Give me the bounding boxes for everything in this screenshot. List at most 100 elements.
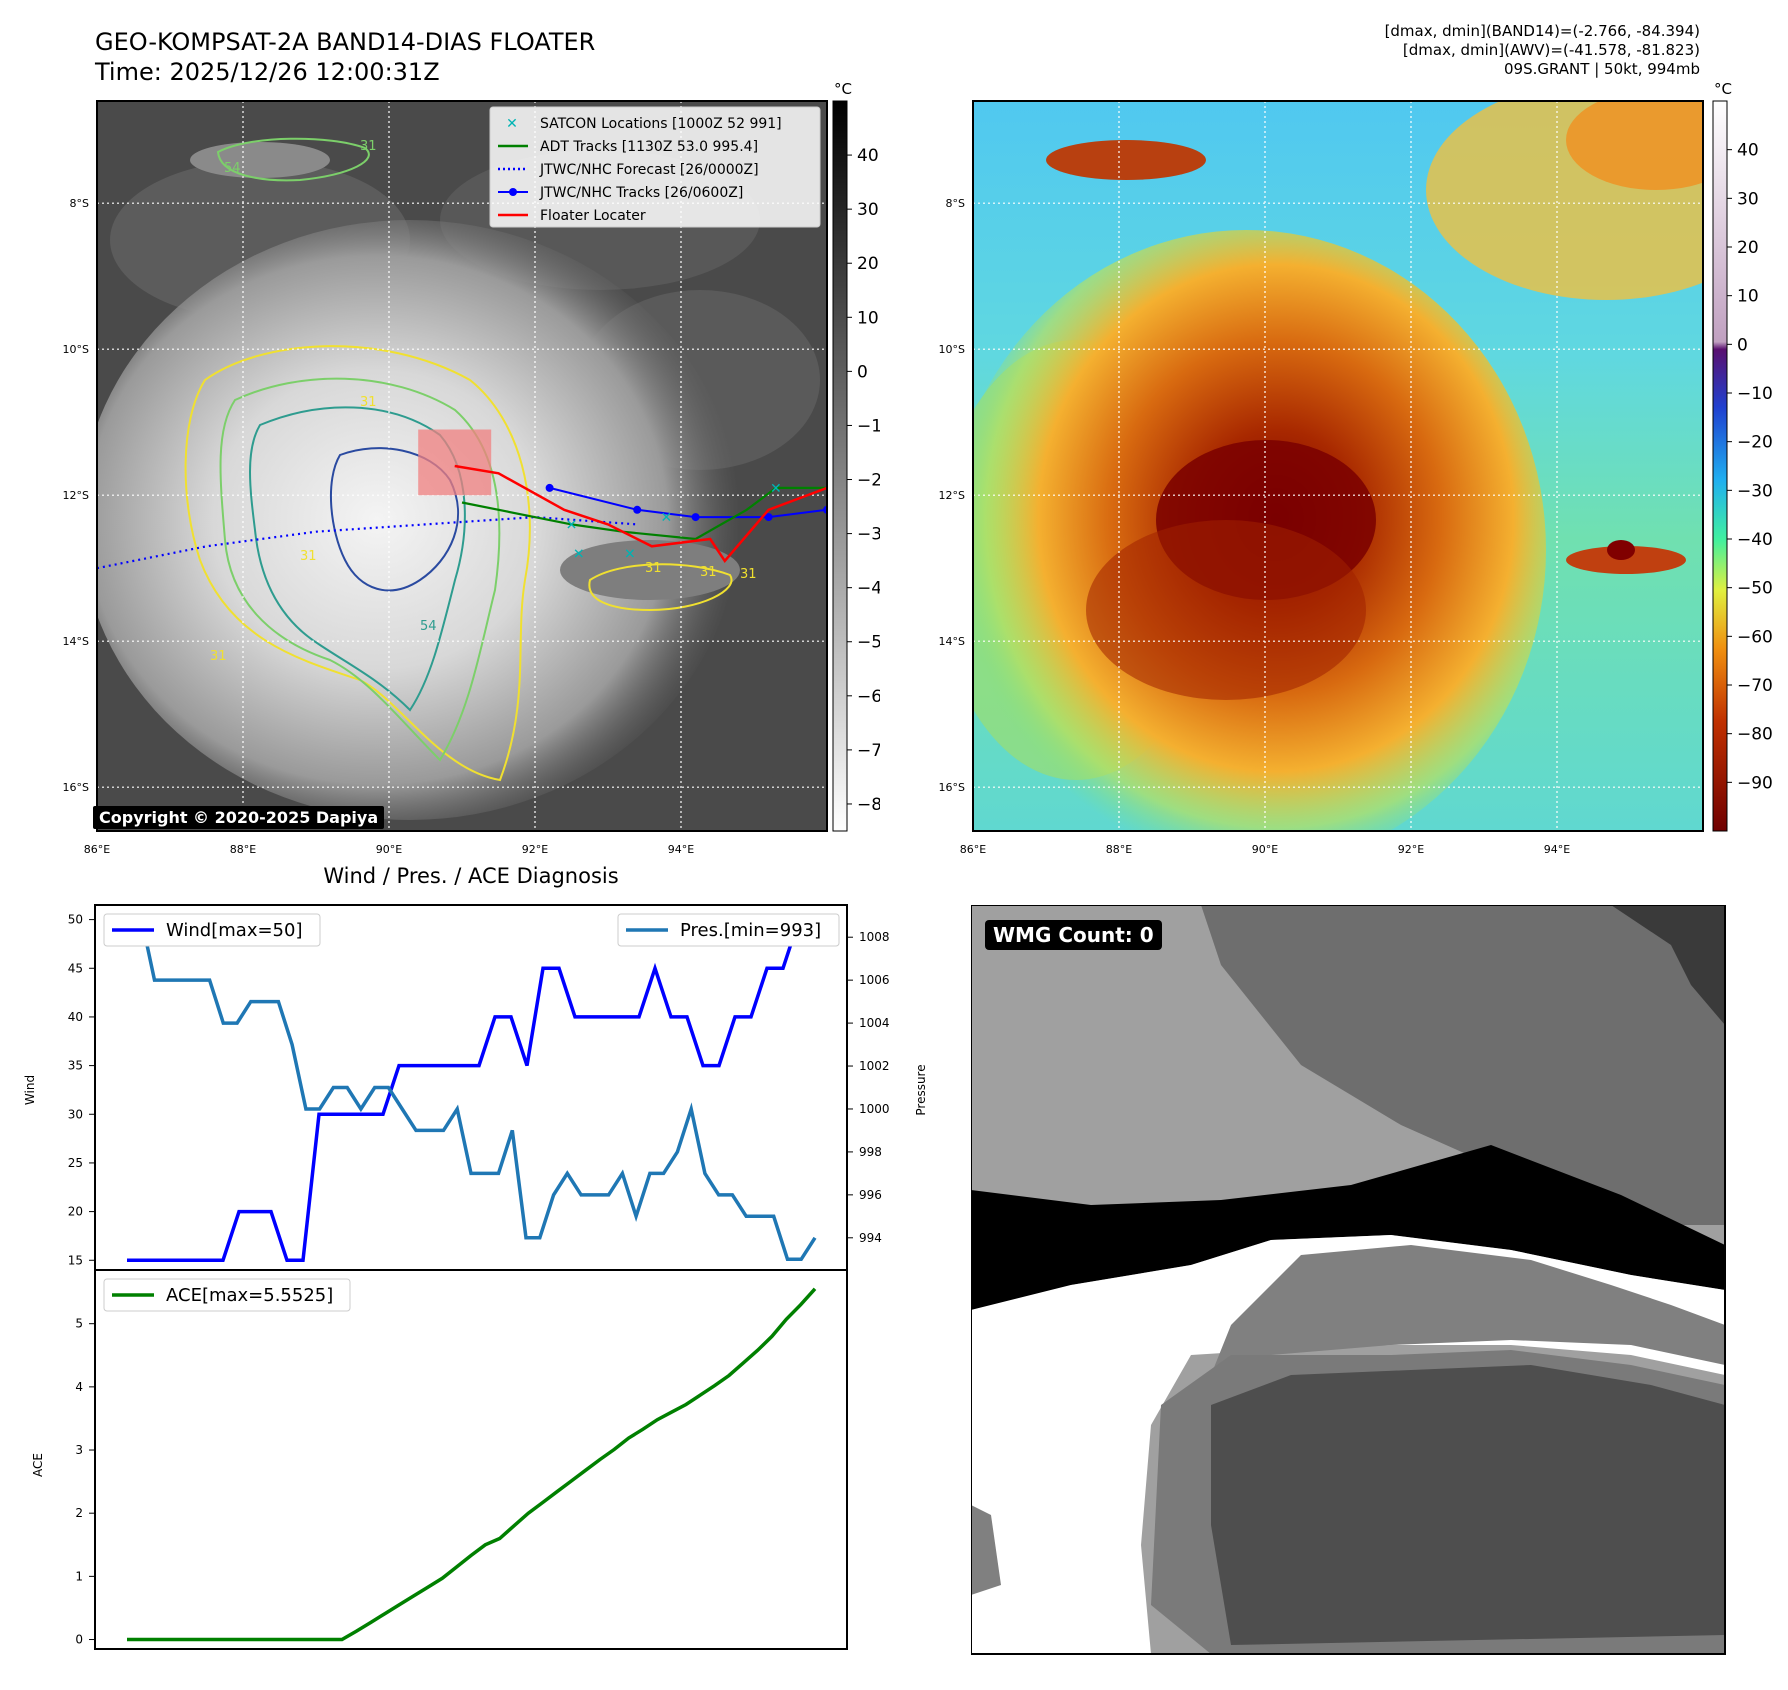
title-line1: GEO-KOMPSAT-2A BAND14-DIAS FLOATER (95, 28, 596, 56)
info-storm: 09S.GRANT | 50kt, 994mb (1503, 60, 1700, 78)
info-band14: [dmax, dmin](BAND14)=(-2.766, -84.394) (1384, 22, 1700, 40)
pressure-tick-label: 1008 (859, 930, 890, 944)
colorbar-tick-label: 0 (1737, 335, 1748, 355)
contour-label: 31 (360, 139, 377, 154)
info-block: [dmax, dmin](BAND14)=(-2.766, -84.394) [… (1100, 22, 1700, 79)
diagnosis-title: Wind / Pres. / ACE Diagnosis (323, 864, 619, 888)
contour-label: 31 (740, 567, 757, 582)
wind-tick-label: 45 (68, 961, 83, 975)
pressure-legend-label: Pres.[min=993] (680, 920, 821, 941)
left-map-lat-label: 10°S (63, 343, 89, 356)
svg-text:✕: ✕ (506, 116, 518, 132)
colorbar-tick-label: −50 (1737, 579, 1773, 599)
ace-tick-label: 5 (75, 1317, 83, 1331)
colorbar-tick-label: 10 (857, 308, 879, 328)
colorbar-tick-label: 10 (1737, 287, 1759, 307)
awv-map: 8°S10°S12°S14°S16°S86°E 88°E 90°E 92°E 94°E … (939, 80, 1773, 856)
title-line2: Time: 2025/12/26 12:00:31Z (95, 58, 440, 86)
pressure-tick-label: 1000 (859, 1102, 890, 1116)
colorbar-unit: °C (1714, 80, 1732, 98)
pressure-tick-label: 994 (859, 1231, 882, 1245)
pressure-axis-label: Pressure (914, 1064, 928, 1115)
ace-tick-label: 1 (75, 1569, 83, 1583)
left-map-lat-label: 8°S (70, 197, 89, 210)
ace-legend: ACE[max=5.5525] (103, 1278, 351, 1312)
satcon-point: ✕ (624, 547, 636, 563)
wind-tick-label: 40 (68, 1010, 83, 1024)
colorbar-tick-label: −20 (857, 471, 880, 491)
colorbar-tick-label: −10 (857, 416, 880, 436)
colorbar-unit: °C (834, 80, 852, 98)
wind-axis-label: Wind (23, 1075, 37, 1105)
right-map-lat-label: 10°S (939, 343, 965, 356)
colorbar-tick-label: −90 (1737, 773, 1773, 793)
floater-track (454, 464, 827, 563)
wind-legend: Wind[max=50] (103, 913, 321, 947)
colorbar-tick-label: −40 (857, 579, 880, 599)
jtwc-track-point (764, 513, 773, 522)
colorbar-tick-label: 30 (1737, 189, 1759, 209)
colorbar-tick-label: −30 (1737, 481, 1773, 501)
legend-floater: Floater Locater (540, 208, 646, 224)
wind-series-line (127, 917, 815, 1263)
satcon-point: ✕ (573, 547, 585, 563)
ace-tick-label: 0 (75, 1633, 83, 1647)
ace-series-line (127, 1287, 817, 1642)
colorbar-tick-label: 40 (857, 146, 879, 166)
colorbar-tick-label: −60 (857, 687, 880, 707)
pressure-tick-label: 1002 (859, 1059, 890, 1073)
pressure-tick-label: 998 (859, 1145, 882, 1159)
jtwc-track-point (691, 513, 700, 522)
legend-satcon: SATCON Locations [1000Z 52 991] (540, 116, 782, 132)
colorbar-tick-label: −70 (1737, 676, 1773, 696)
band14-map: 31 54 31 54 31 31 31 31 31 ✕ ✕ ✕ ✕ ✕ 8°S 10°S… (63, 80, 880, 856)
left-map-lon-label: 94°E (668, 843, 694, 856)
satcon-point: ✕ (770, 481, 782, 497)
right-map-lon-label: 86°E (960, 843, 986, 856)
satcon-point: ✕ (566, 517, 578, 533)
left-map-lon-label: 88°E (230, 843, 256, 856)
contour-label: 54 (224, 161, 241, 176)
jet-colorbar (1712, 100, 1728, 832)
legend-jtwc-forecast: JTWC/NHC Forecast [26/0000Z] (539, 162, 759, 178)
left-map-lon-label: 90°E (376, 843, 402, 856)
copyright-badge: Copyright © 2020-2025 Dapiya (93, 806, 385, 829)
right-map-lon-label: 94°E (1544, 843, 1570, 856)
wmg-count-badge: WMG Count: 0 (985, 920, 1162, 950)
jtwc-track-point (545, 483, 554, 492)
contour-label: 31 (360, 395, 377, 410)
ace-axis-label: ACE (31, 1453, 45, 1477)
jtwc-forecast-track (97, 515, 638, 570)
wind-tick-label: 20 (68, 1205, 83, 1219)
floater-box (418, 429, 492, 496)
right-map-lon-label: 90°E (1252, 843, 1278, 856)
info-awv: [dmax, dmin](AWV)=(-41.578, -81.823) (1402, 41, 1700, 59)
jtwc-track-point (633, 505, 642, 514)
contour-label: 54 (420, 619, 437, 634)
contour-label: 31 (300, 549, 317, 564)
colorbar-tick-label: −20 (1737, 433, 1773, 453)
colorbar-tick-label: −80 (1737, 725, 1773, 745)
right-map-lat-label: 14°S (939, 635, 965, 648)
colorbar-tick-label: −70 (857, 741, 880, 761)
legend-adt: ADT Tracks [1130Z 53.0 995.4] (540, 139, 758, 155)
right-map-lat-label: 16°S (939, 781, 965, 794)
right-map-lat-label: 8°S (946, 197, 965, 210)
colorbar-tick-label: −10 (1737, 384, 1773, 404)
left-map-lat-label: 14°S (63, 635, 89, 648)
left-map-lat-label: 16°S (63, 781, 89, 794)
adt-track (461, 486, 827, 541)
colorbar-tick-label: 40 (1737, 141, 1759, 161)
contour-label: 31 (210, 649, 227, 664)
wmg-panel (971, 905, 1726, 1655)
legend-jtwc-tracks: JTWC/NHC Tracks [26/0600Z] (539, 185, 743, 201)
pressure-tick-label: 1004 (859, 1016, 890, 1030)
wind-tick-label: 15 (68, 1253, 83, 1267)
wind-tick-label: 25 (68, 1156, 83, 1170)
ace-tick-label: 4 (75, 1380, 83, 1394)
left-map-lon-label: 86°E (84, 843, 110, 856)
colorbar-tick-label: −40 (1737, 530, 1773, 550)
ace-legend-label: ACE[max=5.5525] (166, 1285, 333, 1306)
left-map-lat-label: 12°S (63, 489, 89, 502)
colorbar-tick-label: 0 (857, 362, 868, 382)
